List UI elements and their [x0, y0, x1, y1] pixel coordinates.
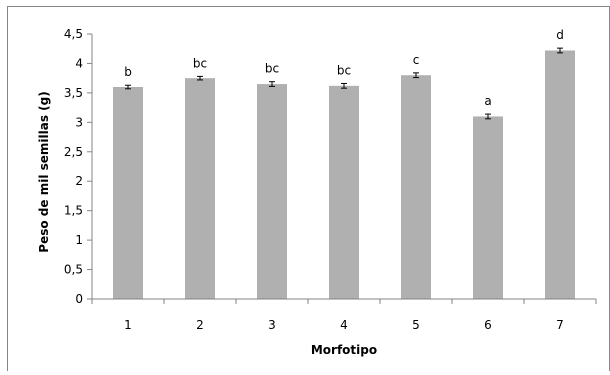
x-tick-label: 6	[484, 318, 492, 332]
y-tick-label: 1	[75, 233, 83, 247]
bar-significance-label: d	[556, 28, 564, 42]
y-tick-label: 3	[75, 115, 83, 129]
bar-significance-label: b	[124, 65, 132, 79]
bar	[113, 87, 143, 299]
x-tick-label: 5	[412, 318, 420, 332]
y-tick-label: 0,5	[64, 263, 83, 277]
bar	[401, 75, 431, 299]
bar	[257, 84, 287, 299]
y-tick-label: 0	[75, 292, 83, 306]
bar-significance-label: bc	[193, 56, 207, 70]
x-tick-label: 4	[340, 318, 348, 332]
plot-area: b bc bc bc c a d 0 0,5 1 1,5 2 2,5 3 3,5 4 4,5 1 2 3 4 5 6 7	[64, 27, 597, 332]
y-tick-label: 1,5	[64, 204, 83, 218]
bar	[185, 78, 215, 300]
bar	[545, 50, 575, 299]
y-tick-label: 2	[75, 174, 83, 188]
x-tick-label: 7	[556, 318, 564, 332]
y-tick-label: 4	[75, 56, 83, 70]
y-tick-label: 3,5	[64, 86, 83, 100]
bar-significance-label: a	[484, 94, 491, 108]
y-tick-label: 4,5	[64, 27, 83, 41]
x-tick-label: 2	[196, 318, 204, 332]
bar	[329, 85, 359, 299]
y-axis-title: Peso de mil semillas (g)	[37, 91, 51, 252]
bar-significance-label: bc	[337, 63, 351, 77]
bar-significance-label: bc	[265, 62, 279, 76]
bar	[473, 116, 503, 299]
y-tick-label: 2,5	[64, 145, 83, 159]
bar-significance-label: c	[413, 53, 420, 67]
x-tick-label: 1	[124, 318, 132, 332]
x-tick-label: 3	[268, 318, 276, 332]
x-axis-title: Morfotipo	[311, 343, 377, 357]
chart-border	[7, 6, 610, 371]
